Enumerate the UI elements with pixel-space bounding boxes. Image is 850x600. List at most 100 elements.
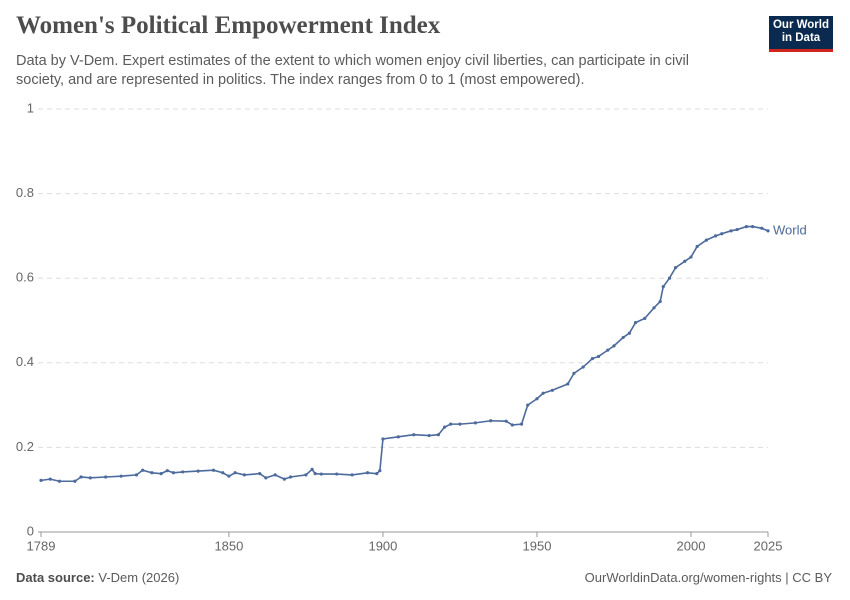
- point: [150, 471, 154, 475]
- point: [541, 391, 545, 395]
- line: [40, 225, 769, 483]
- point: [744, 224, 749, 229]
- point: [550, 388, 554, 392]
- point: [310, 467, 314, 471]
- point: [233, 471, 237, 475]
- point: [729, 229, 733, 233]
- y-tick-label: 0.6: [16, 270, 34, 285]
- point: [119, 474, 123, 478]
- point: [211, 468, 216, 472]
- point: [760, 226, 764, 230]
- point: [104, 475, 108, 479]
- x-tick-label: 1789: [27, 538, 56, 553]
- point: [57, 479, 62, 483]
- y-tick-label: 0.4: [16, 354, 34, 369]
- chart-title: Women's Political Empowerment Index: [16, 12, 441, 39]
- point: [667, 276, 672, 280]
- logo-line: Our World: [772, 19, 829, 31]
- point: [313, 472, 317, 476]
- point: [735, 227, 739, 232]
- logo[interactable]: Our World in Data: [769, 16, 833, 52]
- point: [596, 354, 601, 359]
- point: [375, 472, 379, 476]
- point: [319, 472, 323, 476]
- point: [621, 335, 625, 340]
- point: [695, 244, 699, 249]
- point: [689, 255, 693, 259]
- point: [221, 471, 225, 475]
- point: [504, 419, 508, 423]
- y-tick-label: 0: [27, 523, 34, 538]
- point: [304, 473, 308, 477]
- point: [141, 468, 145, 472]
- point: [365, 471, 370, 475]
- point: [165, 469, 169, 473]
- point: [458, 422, 462, 426]
- point: [750, 224, 755, 229]
- x-tick-label: 1950: [523, 538, 552, 553]
- source-label: Data source:: [16, 570, 95, 585]
- x-tick-label: 2000: [677, 538, 706, 553]
- x-tick-label: 1900: [368, 538, 397, 553]
- point: [48, 477, 52, 481]
- y-tick-label: 1: [27, 100, 34, 115]
- point: [661, 285, 665, 289]
- logo-line: in Data: [781, 32, 821, 44]
- point: [766, 229, 770, 233]
- point: [39, 478, 43, 482]
- point: [606, 348, 610, 352]
- footer-source: Data source: V-Dem (2026): [16, 570, 179, 585]
- point: [566, 382, 570, 386]
- point: [449, 422, 453, 426]
- point: [581, 365, 585, 369]
- point: [473, 421, 477, 425]
- x-tick-label: 2025: [754, 538, 783, 553]
- point: [88, 476, 92, 480]
- point: [535, 397, 539, 401]
- point: [264, 476, 268, 480]
- point: [258, 472, 262, 476]
- point: [633, 321, 638, 325]
- point: [683, 259, 687, 263]
- point: [489, 419, 493, 423]
- footer-link[interactable]: OurWorldinData.org/women-rights | CC BY: [584, 570, 832, 585]
- point: [590, 356, 595, 361]
- chart-subtitle: Data by V-Dem. Expert estimates of the e…: [16, 53, 689, 88]
- point: [73, 479, 77, 483]
- point: [720, 232, 724, 236]
- point: [442, 425, 447, 429]
- point: [396, 435, 400, 439]
- point: [510, 423, 514, 427]
- y-tick-label: 0.8: [16, 185, 34, 200]
- point: [658, 299, 662, 304]
- point: [526, 403, 530, 407]
- point: [273, 473, 277, 477]
- point: [378, 469, 382, 473]
- point: [704, 238, 708, 242]
- point: [643, 316, 647, 320]
- point: [171, 471, 176, 475]
- point: [714, 234, 718, 238]
- point: [335, 472, 339, 476]
- point: [159, 472, 163, 476]
- point: [612, 344, 616, 348]
- point: [627, 331, 631, 335]
- point: [282, 477, 286, 481]
- point: [572, 371, 576, 375]
- point: [519, 422, 524, 426]
- point: [288, 475, 293, 479]
- point: [242, 473, 246, 477]
- point: [673, 266, 678, 270]
- series-label: World: [773, 222, 807, 237]
- source[interactable]: V-Dem (2026): [98, 570, 180, 585]
- point: [652, 306, 656, 310]
- y-tick-label: 0.2: [16, 439, 34, 454]
- point: [196, 469, 200, 473]
- point: [134, 473, 139, 477]
- point: [412, 433, 416, 437]
- point: [227, 474, 231, 478]
- point: [181, 470, 185, 474]
- point: [381, 437, 385, 441]
